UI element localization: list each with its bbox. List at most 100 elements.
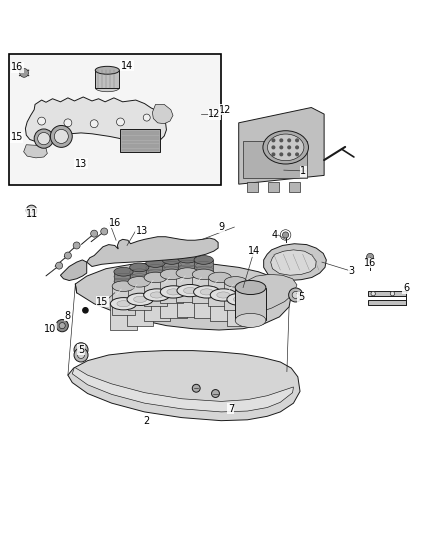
Bar [194,292,220,318]
Ellipse shape [112,281,135,292]
Polygon shape [271,250,316,275]
Circle shape [283,232,289,238]
Bar [144,278,167,306]
Ellipse shape [114,268,133,276]
Ellipse shape [263,131,308,164]
Circle shape [272,139,275,142]
Circle shape [143,114,150,121]
Text: 10: 10 [44,324,56,334]
Ellipse shape [194,286,220,298]
Text: 11: 11 [26,209,39,219]
Ellipse shape [208,272,231,282]
Bar [146,263,165,287]
Circle shape [192,384,200,392]
Circle shape [280,146,283,149]
Circle shape [29,208,34,213]
Ellipse shape [117,301,130,307]
Bar [177,290,203,317]
Text: 12: 12 [219,104,231,115]
Circle shape [56,262,63,269]
Bar [192,274,215,303]
Ellipse shape [235,313,266,327]
Bar [160,292,187,318]
Polygon shape [75,263,291,330]
Ellipse shape [235,280,266,295]
Text: 4: 4 [272,230,278,240]
Ellipse shape [146,259,165,268]
Text: 1: 1 [300,166,306,176]
Bar [110,304,137,330]
Ellipse shape [178,278,197,287]
Ellipse shape [144,289,170,301]
Bar [194,260,213,284]
Text: 6: 6 [403,284,409,293]
Circle shape [292,292,299,298]
Bar [9,54,221,185]
Circle shape [367,253,374,260]
Ellipse shape [176,268,199,278]
Polygon shape [60,260,87,280]
Ellipse shape [95,84,119,92]
Ellipse shape [268,134,304,160]
Text: 7: 7 [228,404,234,414]
Circle shape [38,117,46,125]
Circle shape [296,139,298,142]
Text: 5: 5 [298,292,304,302]
Circle shape [74,343,88,357]
Bar [368,291,406,296]
Ellipse shape [184,287,197,294]
Circle shape [74,348,88,362]
Bar [243,141,307,177]
Polygon shape [72,367,293,412]
Circle shape [117,118,124,126]
Circle shape [90,120,98,128]
Circle shape [280,139,283,142]
Circle shape [20,69,28,77]
Circle shape [101,228,108,235]
Text: 2: 2 [144,416,150,426]
Ellipse shape [162,280,181,288]
Ellipse shape [160,269,183,280]
Circle shape [272,146,275,149]
Bar [114,272,133,296]
Circle shape [288,153,290,156]
Bar [210,295,237,321]
Circle shape [54,130,68,143]
Circle shape [50,125,72,147]
Text: 12: 12 [208,109,221,119]
Circle shape [73,242,80,249]
Text: 16: 16 [109,217,121,228]
Circle shape [288,146,290,149]
Polygon shape [25,97,166,143]
Ellipse shape [177,285,203,297]
Bar [208,278,231,306]
Circle shape [289,288,303,302]
Ellipse shape [128,277,151,287]
Text: 5: 5 [78,345,84,355]
Ellipse shape [150,292,163,298]
Ellipse shape [160,286,187,298]
Ellipse shape [130,263,149,272]
Text: 16: 16 [11,62,24,72]
Polygon shape [152,104,173,124]
Circle shape [296,153,298,156]
Circle shape [390,292,395,296]
Bar [178,259,197,282]
Text: 13: 13 [136,225,148,236]
Bar [162,260,181,284]
Ellipse shape [227,293,253,305]
Circle shape [280,153,283,156]
Text: 16: 16 [364,258,376,268]
Circle shape [212,390,219,398]
Circle shape [64,252,71,259]
Text: 3: 3 [348,266,354,276]
Circle shape [59,322,65,329]
Polygon shape [264,244,326,280]
Polygon shape [87,237,218,266]
Text: 15: 15 [96,296,109,306]
Bar [235,287,266,320]
Polygon shape [68,351,300,421]
Bar [268,182,279,192]
Bar [176,273,199,302]
Bar [227,300,253,326]
